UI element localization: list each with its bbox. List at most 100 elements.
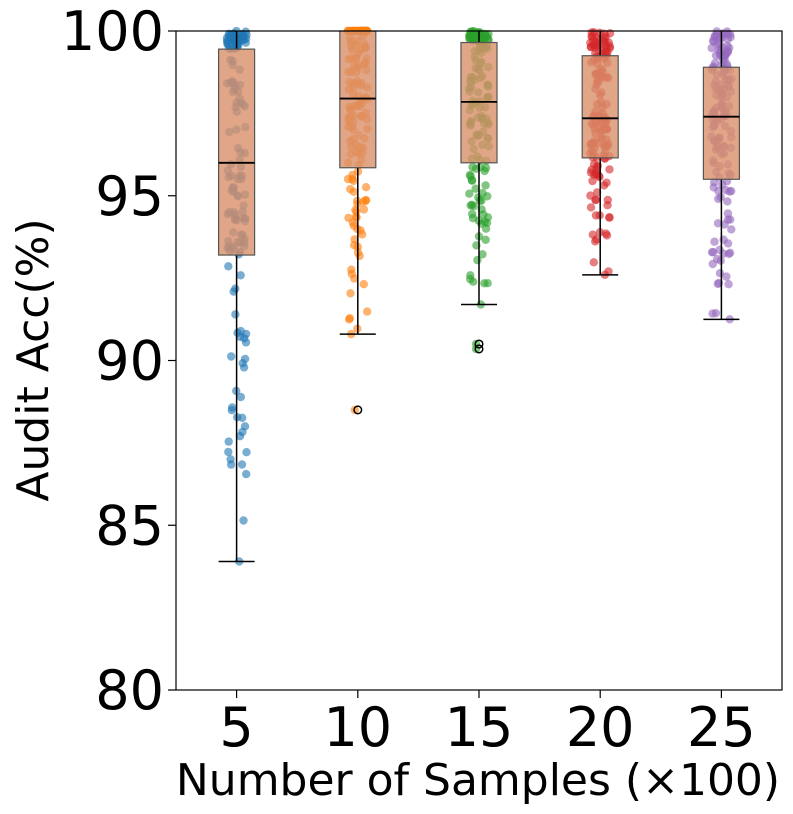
data-point — [465, 189, 474, 198]
data-point — [344, 213, 353, 223]
data-point — [723, 209, 733, 218]
box-iqr — [218, 48, 256, 256]
x-tick-label: 20 — [566, 696, 635, 759]
data-point — [229, 287, 238, 296]
y-axis: 80 85 90 95 100 — [61, 0, 176, 722]
data-point — [469, 201, 478, 211]
box-10 — [339, 30, 377, 415]
data-point — [720, 220, 729, 229]
data-point — [592, 188, 602, 197]
box-15 — [460, 31, 498, 354]
data-point — [727, 225, 736, 234]
data-point — [713, 219, 723, 228]
data-point — [481, 181, 490, 190]
data-point — [471, 344, 481, 354]
data-point — [483, 192, 492, 201]
data-point — [349, 221, 359, 230]
data-point — [589, 258, 598, 267]
data-point — [468, 33, 477, 42]
data-point — [236, 326, 245, 336]
data-point — [240, 334, 249, 343]
data-point — [242, 448, 251, 457]
data-point — [344, 315, 354, 324]
data-point — [224, 447, 233, 457]
data-point — [224, 437, 233, 446]
data-point — [223, 39, 233, 49]
data-point — [586, 203, 596, 212]
data-point — [468, 209, 477, 219]
data-point — [361, 196, 370, 205]
data-point — [711, 51, 721, 60]
data-point — [707, 43, 716, 53]
y-tick-label: 85 — [95, 494, 164, 557]
box-25 — [702, 31, 741, 321]
data-point — [710, 237, 719, 246]
data-point — [725, 30, 735, 39]
data-point — [361, 183, 371, 192]
data-point — [231, 310, 240, 319]
data-point — [466, 172, 475, 181]
data-point — [724, 280, 733, 289]
data-point — [350, 405, 359, 415]
x-tick-label: 5 — [219, 696, 253, 759]
data-point — [346, 289, 355, 298]
data-point — [236, 392, 245, 402]
data-point — [709, 247, 718, 257]
data-point — [725, 248, 735, 257]
y-tick-label: 90 — [95, 330, 164, 393]
box-iqr — [702, 66, 741, 180]
data-point — [359, 280, 368, 289]
data-point — [713, 279, 722, 289]
data-point — [480, 279, 489, 288]
boxes-layer — [218, 30, 741, 563]
data-point — [483, 213, 493, 222]
data-point — [346, 185, 355, 194]
outlier-marker — [474, 339, 484, 349]
data-point — [586, 42, 596, 52]
data-point — [715, 269, 725, 278]
box-20 — [581, 31, 619, 276]
x-tick-label: 10 — [323, 696, 392, 759]
data-point — [723, 197, 732, 206]
data-point — [227, 406, 236, 415]
x-axis: 5 10 15 20 25 — [219, 690, 756, 759]
data-point — [241, 27, 250, 36]
data-point — [238, 413, 247, 422]
data-point — [478, 250, 487, 259]
outlier-marker — [353, 405, 363, 415]
data-point — [236, 271, 245, 280]
data-point — [242, 469, 251, 479]
data-point — [227, 352, 236, 361]
box-iqr — [581, 55, 619, 159]
data-point — [239, 516, 248, 525]
data-point — [235, 432, 245, 441]
outlier-marker — [474, 344, 484, 354]
data-point — [708, 309, 717, 318]
data-point — [471, 184, 480, 193]
data-point — [481, 163, 491, 173]
data-point — [466, 274, 475, 284]
data-point — [226, 455, 235, 464]
x-tick-label: 25 — [687, 696, 756, 759]
data-point — [722, 272, 731, 281]
data-point — [592, 235, 601, 244]
data-point — [241, 38, 250, 47]
x-axis-title: Number of Samples (×100) — [176, 755, 780, 806]
data-point — [599, 37, 608, 46]
data-point — [589, 28, 599, 37]
data-point — [586, 191, 595, 200]
y-tick-label: 100 — [61, 0, 164, 63]
data-point — [240, 354, 250, 364]
data-point — [605, 165, 614, 174]
data-point — [348, 174, 357, 184]
data-point — [347, 265, 356, 274]
data-point — [602, 178, 611, 187]
data-point — [363, 307, 372, 316]
data-point — [604, 267, 613, 276]
y-tick-label: 80 — [95, 659, 164, 722]
y-tick-label: 95 — [95, 165, 164, 228]
data-point — [605, 213, 614, 222]
data-point — [710, 32, 719, 41]
